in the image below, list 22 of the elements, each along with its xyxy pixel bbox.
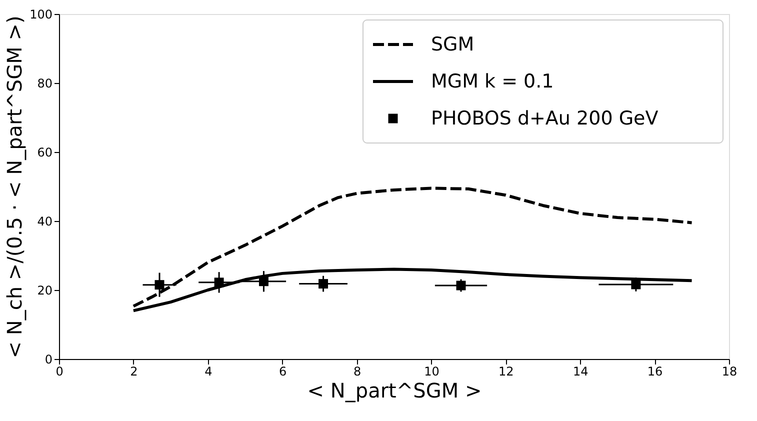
x-tick-label: 4 (204, 364, 212, 378)
y-axis-title: < N_ch >/(0.5 · < N_part^SGM >) (2, 16, 27, 358)
x-tick-label: 2 (130, 364, 138, 378)
x-tick-label: 16 (647, 364, 663, 378)
y-tick-label: 0 (44, 352, 52, 366)
x-axis-title: < N_part^SGM > (307, 378, 482, 402)
x-tick-label: 0 (56, 364, 64, 378)
x-tick-label: 18 (722, 364, 738, 378)
line-series (132, 186, 694, 308)
y-tick-label: 100 (30, 8, 52, 22)
x-tick-label: 8 (353, 364, 362, 378)
legend-label: SGM (431, 34, 474, 56)
x-tick-label: 10 (424, 364, 440, 378)
y-tick-label: 40 (37, 214, 52, 228)
x-tick-label: 6 (279, 364, 287, 378)
y-tick-label: 20 (37, 284, 52, 298)
legend-label: PHOBOS d+Au 200 GeV (431, 108, 658, 130)
x-tick-label: 14 (572, 364, 588, 378)
y-tick-label: 60 (37, 146, 52, 160)
legend-label: MGM k = 0.1 (431, 70, 554, 92)
x-tick-label: 12 (498, 364, 514, 378)
y-tick-label: 80 (37, 76, 52, 90)
